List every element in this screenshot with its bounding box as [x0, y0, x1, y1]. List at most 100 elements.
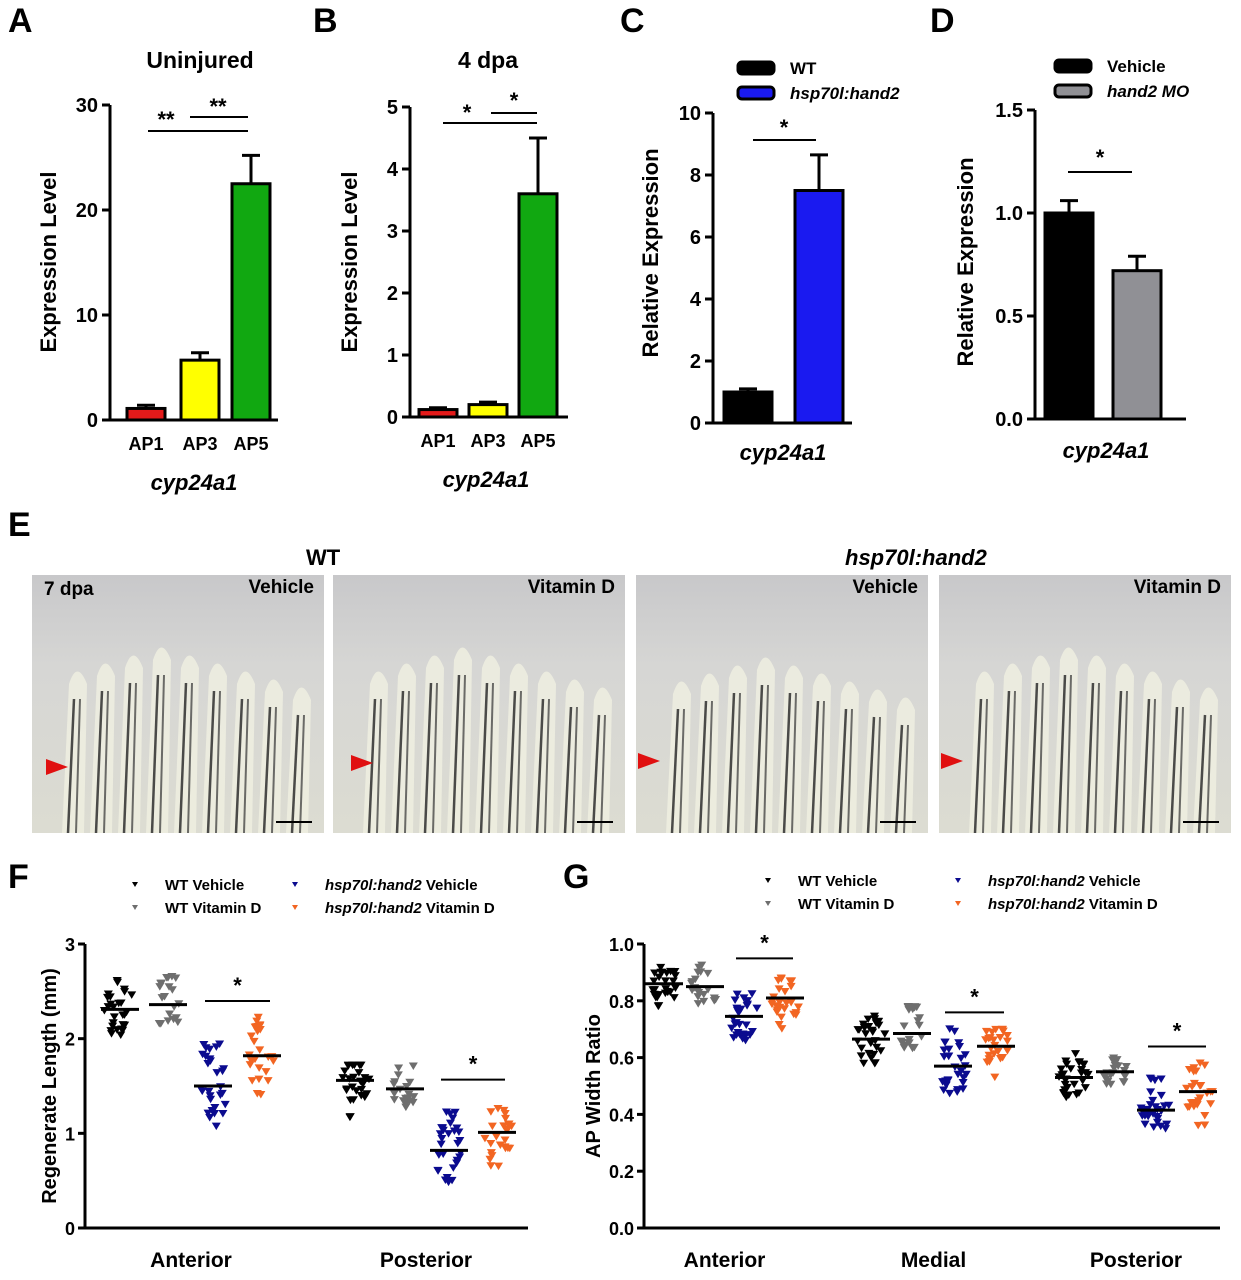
data-point: [249, 1037, 259, 1046]
data-point: [774, 1020, 784, 1029]
data-point: [993, 1047, 1003, 1056]
ray-segment: [875, 716, 881, 833]
ray-segment: [894, 724, 904, 833]
data-point: [252, 1017, 262, 1026]
fin-ray: [1137, 671, 1162, 833]
data-point: [163, 974, 173, 982]
data-point: [493, 1162, 503, 1171]
data-point: [916, 1033, 926, 1041]
data-point: [444, 1130, 454, 1138]
data-point: [648, 986, 658, 994]
panel-label-f: F: [8, 858, 29, 896]
x-axis-label: cyp24a1: [151, 470, 238, 495]
ray-segment: [600, 714, 606, 833]
ray-segment: [1029, 682, 1039, 833]
data-point: [987, 1028, 997, 1037]
fin-ray: [258, 679, 283, 833]
data-point: [995, 1033, 1005, 1042]
legend-swatch: [1053, 58, 1093, 74]
data-point: [780, 988, 790, 996]
data-point: [409, 1093, 419, 1101]
y-tick-label: 0.6: [609, 1049, 634, 1069]
data-point: [246, 1032, 256, 1040]
x-axis-label: cyp24a1: [1063, 438, 1150, 463]
y-tick-label: 10: [679, 103, 701, 125]
data-point: [866, 1039, 876, 1048]
data-point: [493, 1104, 503, 1113]
data-point: [116, 1031, 126, 1040]
data-point: [687, 986, 697, 995]
data-point: [173, 1018, 183, 1027]
legend-label: hsp70l:hand2 Vehicle: [988, 873, 1141, 890]
fin-ray: [62, 671, 87, 833]
data-point: [1071, 1050, 1081, 1058]
y-tick-label: 0.4: [609, 1105, 634, 1125]
data-point: [118, 1026, 128, 1035]
fin-ray: [363, 671, 388, 833]
data-point: [1079, 1061, 1089, 1069]
ray-segment: [1113, 690, 1123, 833]
fin-ray: [890, 697, 915, 833]
data-point: [171, 974, 181, 982]
y-tick-label: 8: [690, 165, 701, 187]
data-point: [699, 997, 709, 1006]
amputation-arrow-icon: [46, 759, 68, 775]
data-point: [741, 1021, 751, 1030]
fin-image-wt-vehicle: 7 dpa Vehicle: [32, 575, 324, 833]
data-point: [860, 1024, 870, 1032]
data-point: [1119, 1078, 1129, 1087]
fin-ray: [419, 655, 444, 833]
ray-segment: [591, 714, 601, 833]
data-point: [995, 1054, 1005, 1063]
data-point: [1060, 1086, 1070, 1094]
data-point: [120, 988, 130, 996]
data-point: [1156, 1091, 1166, 1100]
chart-title: 4 dpa: [458, 47, 518, 73]
condition-label: Vitamin D: [1133, 577, 1221, 598]
legend-marker-icon: [765, 901, 771, 906]
data-point: [990, 1073, 1000, 1082]
data-point: [903, 1003, 913, 1011]
fin-ray: [90, 663, 115, 833]
data-point: [165, 1010, 175, 1019]
data-point: [452, 1156, 462, 1165]
data-point: [199, 1041, 209, 1049]
significance-label: *: [1096, 145, 1105, 170]
significance-label: *: [510, 88, 519, 113]
fin-ray: [587, 687, 612, 833]
data-point: [345, 1096, 355, 1105]
data-point: [864, 1049, 874, 1058]
data-point: [436, 1140, 446, 1149]
scale-bar: [1183, 821, 1219, 823]
ray-segment: [572, 706, 578, 833]
bar-hsp70l-hand2: [793, 189, 845, 425]
data-point: [499, 1122, 509, 1130]
data-point: [107, 1030, 117, 1038]
data-point: [752, 1004, 762, 1013]
ray-segment: [1197, 714, 1207, 833]
data-point: [401, 1103, 411, 1112]
fin-ray: [174, 655, 199, 833]
data-point: [1058, 1070, 1068, 1078]
data-point: [955, 1043, 965, 1051]
data-point: [254, 1064, 264, 1072]
data-point: [343, 1061, 353, 1070]
data-point: [1195, 1094, 1205, 1102]
x-category-label: Posterior: [1090, 1249, 1182, 1272]
fin-ray: [146, 647, 171, 833]
ray-segment: [1094, 682, 1100, 833]
data-point: [254, 1075, 264, 1084]
fin-ray: [1109, 663, 1134, 833]
data-point: [793, 1003, 803, 1012]
data-point: [486, 1162, 496, 1170]
ray-segment: [234, 698, 244, 833]
fin-ray: [202, 663, 227, 833]
data-point: [1152, 1118, 1162, 1127]
y-tick-label: 0: [690, 413, 701, 435]
data-point: [791, 1011, 801, 1019]
panel-label-a: A: [8, 2, 33, 40]
fin-ray: [1025, 655, 1050, 833]
data-point: [358, 1080, 368, 1088]
fin-image-hand2-vitamin-d: Vitamin D: [939, 575, 1231, 833]
x-category-label: Anterior: [684, 1249, 766, 1272]
